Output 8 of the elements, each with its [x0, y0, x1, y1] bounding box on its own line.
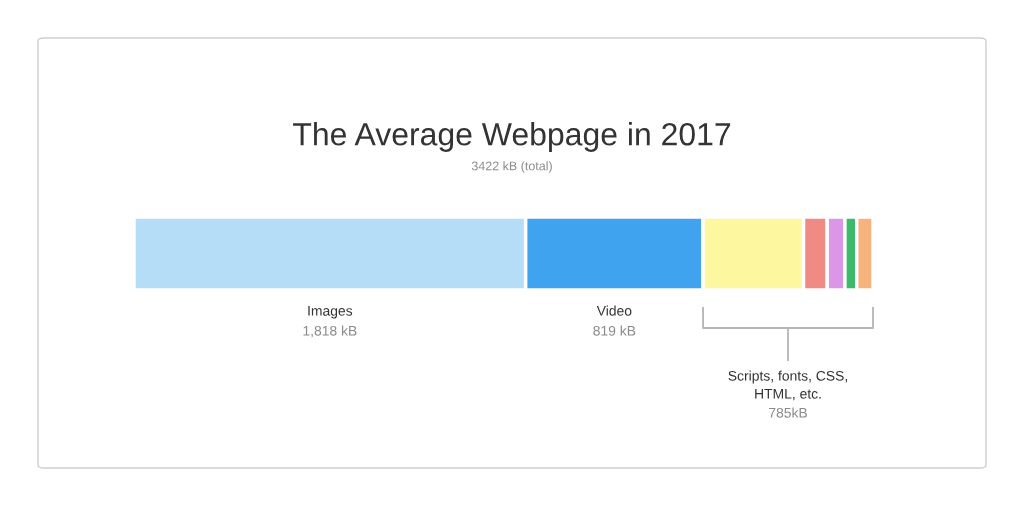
text: 785kB: [769, 407, 807, 418]
text: Scripts, fonts, CSS, HTML, etc.: [728, 370, 847, 401]
series-label: Video: [596, 305, 632, 316]
chart-title: The Average Webpage in 2017: [293, 122, 731, 152]
text: 819 kB: [593, 325, 636, 336]
chart-subtitle: 3422 kB (total): [471, 161, 552, 173]
series-label: Images: [308, 306, 353, 319]
text: 1,818 kB: [303, 325, 357, 338]
